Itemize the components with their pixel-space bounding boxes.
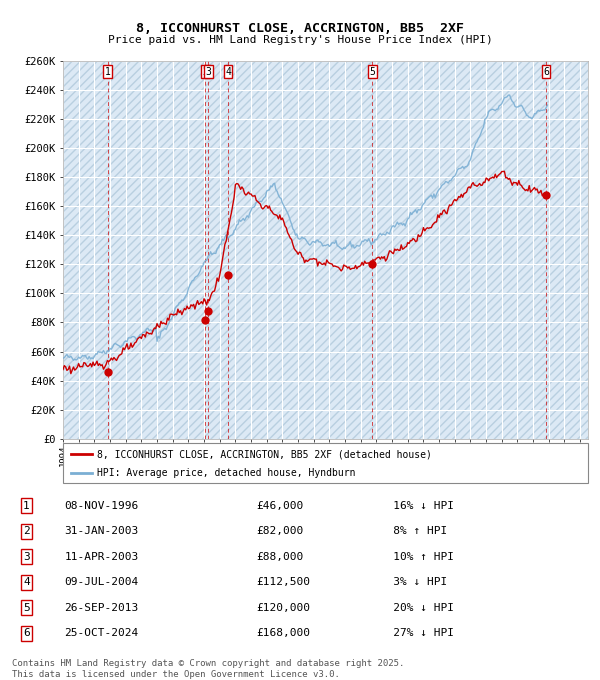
Text: 6: 6 [23,628,30,639]
Text: 25-OCT-2024: 25-OCT-2024 [64,628,139,639]
Text: Price paid vs. HM Land Registry's House Price Index (HPI): Price paid vs. HM Land Registry's House … [107,35,493,46]
Text: £168,000: £168,000 [256,628,310,639]
Text: Contains HM Land Registry data © Crown copyright and database right 2025.
This d: Contains HM Land Registry data © Crown c… [12,659,404,679]
Text: 16% ↓ HPI: 16% ↓ HPI [373,500,454,511]
Text: 11-APR-2003: 11-APR-2003 [64,551,139,562]
Text: 1: 1 [105,67,110,77]
Text: 08-NOV-1996: 08-NOV-1996 [64,500,139,511]
Text: 27% ↓ HPI: 27% ↓ HPI [373,628,454,639]
Text: 5: 5 [370,67,375,77]
Text: 8, ICCONHURST CLOSE, ACCRINGTON, BB5  2XF: 8, ICCONHURST CLOSE, ACCRINGTON, BB5 2XF [136,22,464,35]
Text: 1: 1 [23,500,30,511]
Text: 31-JAN-2003: 31-JAN-2003 [64,526,139,537]
Text: £82,000: £82,000 [256,526,304,537]
Text: 09-JUL-2004: 09-JUL-2004 [64,577,139,588]
Text: 20% ↓ HPI: 20% ↓ HPI [373,602,454,613]
Text: 2: 2 [202,67,208,77]
Text: 4: 4 [225,67,231,77]
Text: £88,000: £88,000 [256,551,304,562]
Text: 26-SEP-2013: 26-SEP-2013 [64,602,139,613]
Text: £46,000: £46,000 [256,500,304,511]
Text: 3: 3 [205,67,211,77]
Text: 2: 2 [23,526,30,537]
Text: 3% ↓ HPI: 3% ↓ HPI [373,577,447,588]
Text: 5: 5 [23,602,30,613]
Text: £112,500: £112,500 [256,577,310,588]
Text: 3: 3 [23,551,30,562]
Text: 10% ↑ HPI: 10% ↑ HPI [373,551,454,562]
Text: 4: 4 [23,577,30,588]
Text: 8, ICCONHURST CLOSE, ACCRINGTON, BB5 2XF (detached house): 8, ICCONHURST CLOSE, ACCRINGTON, BB5 2XF… [97,449,432,460]
Text: £120,000: £120,000 [256,602,310,613]
Text: HPI: Average price, detached house, Hyndburn: HPI: Average price, detached house, Hynd… [97,468,356,478]
Text: 6: 6 [543,67,549,77]
Text: 8% ↑ HPI: 8% ↑ HPI [373,526,447,537]
